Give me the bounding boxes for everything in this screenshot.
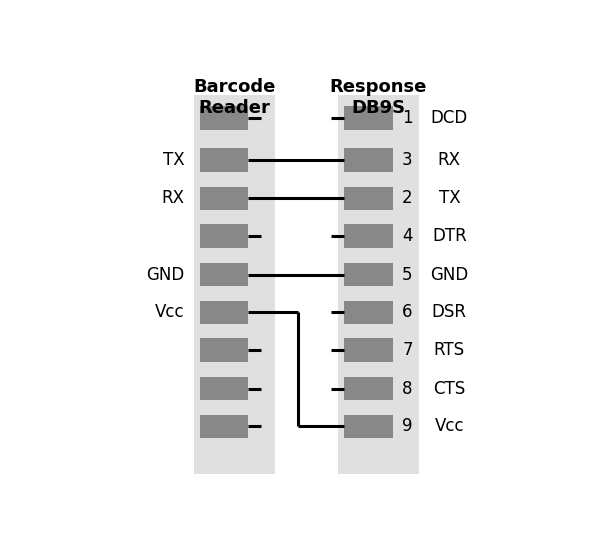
Text: 4: 4 (402, 228, 413, 245)
Text: GND: GND (430, 266, 469, 283)
Bar (344, 415, 392, 438)
Bar (344, 301, 392, 324)
Text: Vcc: Vcc (155, 304, 184, 321)
Bar (200, 224, 248, 248)
Text: 6: 6 (402, 304, 413, 321)
Text: RTS: RTS (434, 342, 465, 359)
Bar (344, 263, 392, 286)
Text: Barcode
Reader: Barcode Reader (193, 78, 275, 117)
Text: TX: TX (439, 190, 460, 207)
Bar (200, 263, 248, 286)
Bar (344, 224, 392, 248)
Bar (338, 95, 419, 474)
Bar (200, 338, 248, 362)
Text: Vcc: Vcc (434, 418, 464, 435)
Text: TX: TX (163, 151, 184, 169)
Text: 3: 3 (402, 151, 413, 169)
Text: 7: 7 (402, 342, 413, 359)
Text: CTS: CTS (433, 380, 466, 397)
Text: DSR: DSR (432, 304, 467, 321)
Bar (344, 338, 392, 362)
Bar (200, 148, 248, 172)
Bar (344, 187, 392, 210)
Bar (200, 301, 248, 324)
Text: 2: 2 (402, 190, 413, 207)
Text: RX: RX (438, 151, 461, 169)
Text: DTR: DTR (432, 228, 467, 245)
Text: DCD: DCD (431, 109, 468, 127)
Text: Response
DB9S: Response DB9S (330, 78, 427, 117)
Bar (200, 106, 248, 130)
Text: GND: GND (146, 266, 184, 283)
Bar (194, 95, 275, 474)
Bar (200, 377, 248, 400)
Bar (344, 148, 392, 172)
Text: 8: 8 (402, 380, 413, 397)
Text: 1: 1 (402, 109, 413, 127)
Bar (200, 187, 248, 210)
Bar (344, 377, 392, 400)
Text: RX: RX (161, 190, 184, 207)
Bar (344, 106, 392, 130)
Bar (200, 415, 248, 438)
Text: 5: 5 (402, 266, 413, 283)
Text: 9: 9 (402, 418, 413, 435)
